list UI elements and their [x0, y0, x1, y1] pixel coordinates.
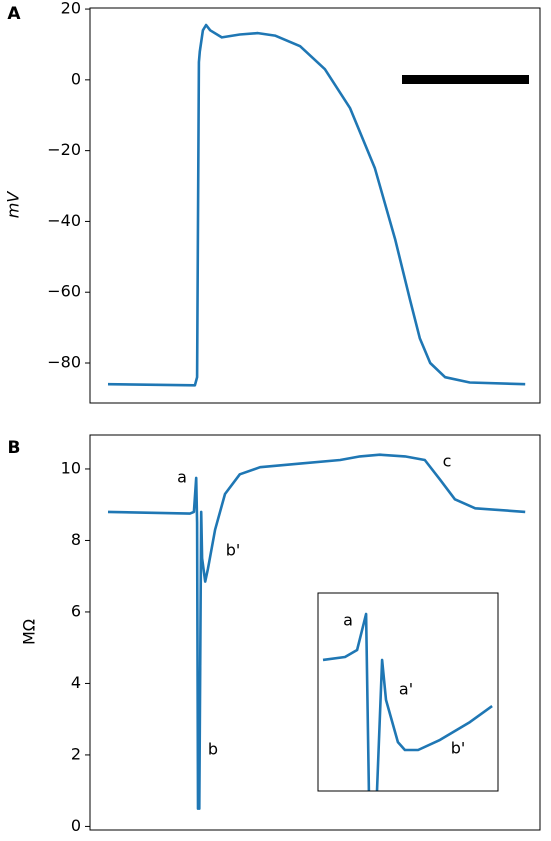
annotation: c — [443, 452, 452, 471]
y-tick-label: 6 — [71, 601, 81, 620]
data-line — [322, 612, 493, 791]
scale-bar — [402, 75, 529, 84]
y-tick-label: −40 — [47, 211, 81, 230]
panel-label: A — [7, 4, 21, 24]
y-tick-label: 0 — [71, 816, 81, 835]
plot-area — [107, 453, 526, 810]
annotation: a — [177, 468, 187, 487]
annotation: a' — [399, 680, 413, 699]
annotation: a — [343, 611, 353, 630]
data-line — [107, 23, 526, 387]
axes-frame — [317, 592, 499, 792]
y-tick-label: 4 — [71, 673, 81, 692]
axes-frame — [89, 7, 541, 404]
panel-label: B — [8, 438, 21, 458]
y-tick-label: −60 — [47, 282, 81, 301]
annotation: b — [208, 740, 218, 759]
y-axis-label: mV — [4, 191, 23, 219]
plot-area — [107, 23, 526, 387]
y-tick-label: 8 — [71, 530, 81, 549]
annotation: b' — [226, 541, 241, 560]
annotation: b' — [451, 739, 466, 758]
y-axis-label: MΩ — [20, 619, 39, 645]
inset-background — [318, 593, 498, 791]
y-tick-label: 20 — [61, 0, 81, 18]
plot-area — [322, 612, 493, 791]
y-tick-label: 2 — [71, 744, 81, 763]
y-tick-label: −80 — [47, 353, 81, 372]
y-tick-label: 10 — [61, 458, 81, 477]
axes-frame — [89, 434, 541, 831]
data-line — [107, 453, 526, 810]
y-tick-label: −20 — [47, 140, 81, 159]
y-tick-label: 0 — [71, 69, 81, 88]
